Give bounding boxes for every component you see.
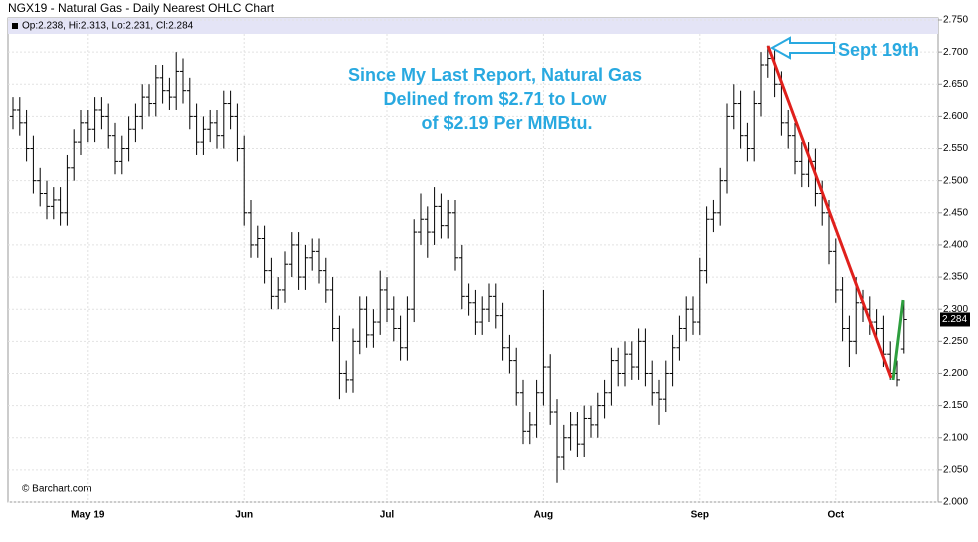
y-tick-label: 2.400 xyxy=(943,240,968,251)
y-tick-label: 2.100 xyxy=(943,432,968,443)
y-tick-label: 2.700 xyxy=(943,47,968,58)
annotation: Since My Last Report, Natural Gas xyxy=(348,65,642,85)
annotation: Sept 19th xyxy=(838,40,919,60)
x-tick-label: Oct xyxy=(827,510,844,521)
y-tick-label: 2.750 xyxy=(943,15,968,26)
credit: © Barchart.com xyxy=(22,484,92,495)
y-tick-label: 2.050 xyxy=(943,465,968,476)
y-tick-label: 2.300 xyxy=(943,304,968,315)
chart-title: NGX19 - Natural Gas - Daily Nearest OHLC… xyxy=(8,1,275,15)
rebound-line xyxy=(891,299,905,381)
y-tick-label: 2.150 xyxy=(943,400,968,411)
x-tick-label: Jul xyxy=(380,510,395,521)
y-tick-label: 2.500 xyxy=(943,175,968,186)
annotation: of $2.19 Per MMBtu. xyxy=(421,113,592,133)
y-tick-label: 2.250 xyxy=(943,336,968,347)
last-price-label: 2.284 xyxy=(942,314,967,325)
info-line: Op:2.238, Hi:2.313, Lo:2.231, Cl:2.284 xyxy=(22,21,194,32)
y-tick-label: 2.450 xyxy=(943,207,968,218)
bars xyxy=(10,45,907,483)
y-tick-label: 2.550 xyxy=(943,143,968,154)
x-tick-label: May 19 xyxy=(71,510,105,521)
info-swatch xyxy=(12,23,18,29)
arrow xyxy=(769,36,835,60)
y-tick-label: 2.600 xyxy=(943,111,968,122)
grid xyxy=(8,19,938,503)
y-tick-label: 2.000 xyxy=(943,497,968,508)
annotation: Delined from $2.71 to Low xyxy=(383,89,607,109)
last-price-box xyxy=(940,312,970,327)
x-tick-label: Jun xyxy=(235,510,253,521)
x-tick-label: Sep xyxy=(691,510,709,521)
y-tick-label: 2.200 xyxy=(943,368,968,379)
info-strip xyxy=(8,18,938,34)
y-tick-label: 2.350 xyxy=(943,272,968,283)
trend-line xyxy=(766,45,893,379)
y-tick-label: 2.650 xyxy=(943,79,968,90)
x-tick-label: Aug xyxy=(534,510,553,521)
